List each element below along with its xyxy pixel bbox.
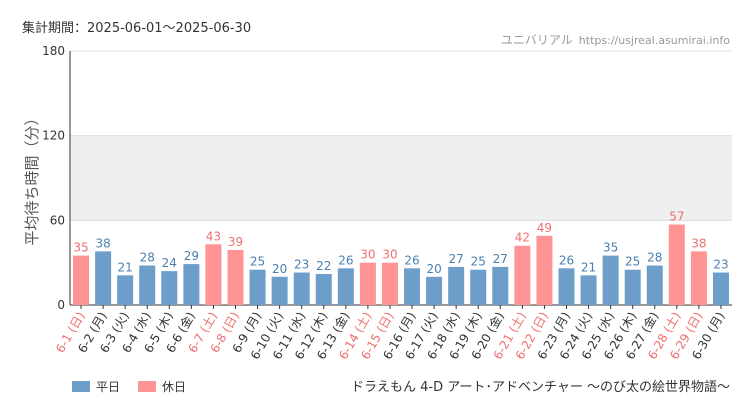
- shaded-band: [70, 135, 732, 221]
- y-tick-label: 120: [42, 129, 65, 143]
- data-label: 38: [95, 236, 110, 250]
- data-label: 42: [515, 231, 530, 245]
- data-label: 29: [184, 249, 199, 263]
- bar-6: [183, 264, 200, 305]
- bar-5: [161, 271, 178, 305]
- bar-8: [227, 249, 244, 305]
- bar-24: [580, 275, 597, 305]
- bar-3: [117, 275, 134, 305]
- bar-13: [337, 268, 354, 305]
- data-label: 39: [228, 235, 243, 249]
- bar-7: [205, 244, 222, 305]
- data-label: 30: [382, 248, 397, 262]
- data-label: 28: [140, 250, 155, 264]
- data-label: 30: [360, 248, 375, 262]
- y-tick-label: 60: [50, 213, 65, 227]
- bar-2: [95, 251, 112, 305]
- bar-19: [470, 269, 487, 305]
- legend-label-holiday: 休日: [162, 380, 187, 394]
- bar-28: [668, 224, 685, 305]
- source-credit[interactable]: ユニバリアル https://usjreal.asumirai.info: [501, 31, 730, 48]
- bar-14: [359, 262, 376, 305]
- y-tick-label: 180: [42, 44, 65, 58]
- bar-22: [536, 235, 553, 305]
- data-label: 49: [537, 221, 552, 235]
- data-label: 38: [691, 236, 706, 250]
- data-label: 23: [713, 258, 728, 272]
- bar-11: [293, 272, 310, 305]
- bar-18: [448, 266, 465, 305]
- bar-30: [712, 272, 729, 305]
- data-label: 57: [669, 210, 684, 224]
- bar-23: [558, 268, 575, 305]
- data-label: 35: [603, 241, 618, 255]
- bar-21: [514, 245, 531, 305]
- bar-25: [602, 255, 619, 305]
- bar-10: [271, 276, 288, 305]
- attraction-name: ドラえもん 4-D アート･アドベンチャー ～のび太の絵世界物語～: [351, 380, 730, 395]
- bar-4: [139, 265, 156, 305]
- bar-12: [315, 273, 332, 305]
- bar-1: [73, 255, 90, 305]
- bar-20: [492, 266, 509, 305]
- bar-29: [690, 251, 707, 305]
- data-label: 25: [625, 255, 640, 269]
- bar-16: [404, 268, 421, 305]
- data-label: 26: [404, 253, 419, 267]
- data-label: 25: [250, 255, 265, 269]
- data-label: 27: [449, 252, 464, 266]
- data-label: 27: [493, 252, 508, 266]
- chart-legend: 平日 休日: [72, 378, 204, 395]
- legend-swatch-weekday: [72, 381, 90, 392]
- bar-9: [249, 269, 266, 305]
- legend-item-holiday[interactable]: 休日: [138, 378, 186, 395]
- collection-period: 集計期間：2025-06-01～2025-06-30: [22, 21, 252, 36]
- bar-15: [381, 262, 398, 305]
- data-label: 23: [294, 258, 309, 272]
- source-url[interactable]: https://usjreal.asumirai.info: [578, 34, 730, 47]
- data-label: 20: [426, 262, 441, 276]
- bar-17: [426, 276, 443, 305]
- data-label: 25: [471, 255, 486, 269]
- bar-26: [624, 269, 641, 305]
- data-label: 28: [647, 250, 662, 264]
- data-label: 24: [162, 256, 177, 270]
- data-label: 21: [118, 260, 133, 274]
- legend-item-weekday[interactable]: 平日: [72, 378, 120, 395]
- data-label: 20: [272, 262, 287, 276]
- data-label: 21: [581, 260, 596, 274]
- legend-swatch-holiday: [138, 381, 157, 392]
- y-axis-label: 平均待ち時間（分）: [23, 110, 41, 245]
- bar-27: [646, 265, 663, 305]
- data-label: 43: [206, 229, 221, 243]
- y-tick-label: 0: [57, 298, 65, 312]
- legend-label-weekday: 平日: [96, 380, 121, 394]
- park-name: ユニバリアル: [500, 33, 573, 47]
- data-label: 26: [559, 253, 574, 267]
- data-label: 26: [338, 253, 353, 267]
- data-label: 22: [316, 259, 331, 273]
- data-label: 35: [73, 241, 88, 255]
